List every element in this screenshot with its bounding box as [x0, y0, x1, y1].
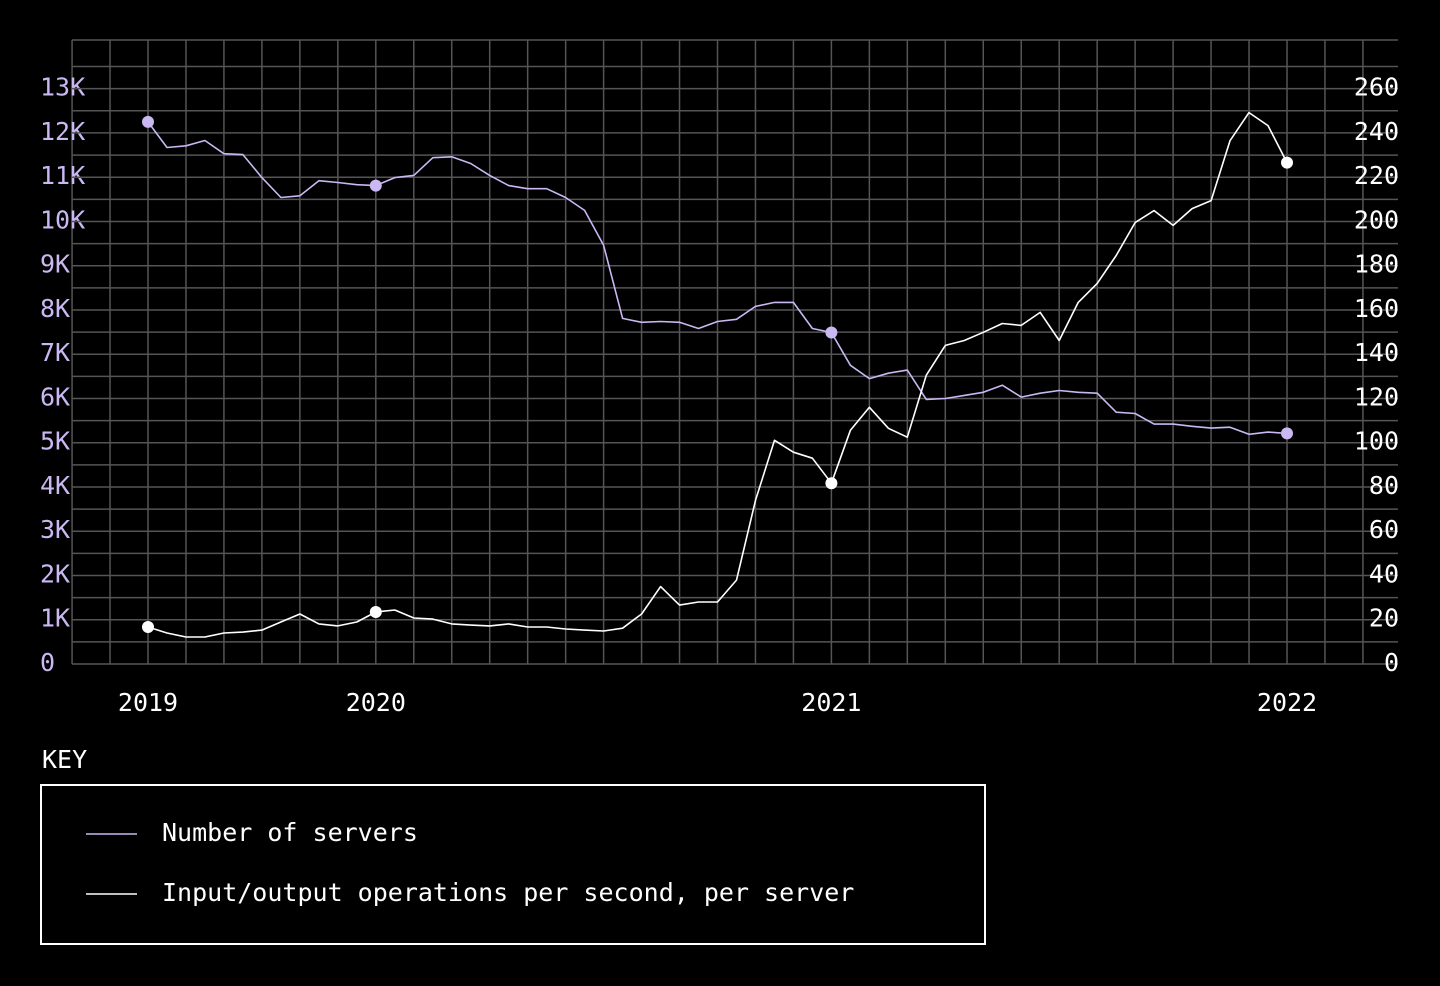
point-marker	[1281, 427, 1293, 440]
x-tick-label: 2019	[118, 688, 178, 717]
point-marker	[142, 115, 154, 128]
y-tick-label: 10K	[40, 205, 85, 234]
y-tick-label: 12K	[40, 117, 85, 146]
y-tick-label: 4K	[40, 471, 70, 500]
series-line	[147, 121, 1288, 436]
y2-tick-label: 160	[1354, 294, 1399, 323]
y2-tick-label: 40	[1369, 559, 1399, 588]
y2-tick-label: 0	[1384, 648, 1399, 677]
grid: 0 1K 2K 3K 4K 5K 6K 7K 8K 9K 10K 11K 12K 13K 0 20 40 60 80…	[40, 39, 1399, 717]
y2-tick-label: 180	[1354, 250, 1399, 279]
y-tick-label: 13K	[40, 73, 85, 102]
y2-tick-label: 120	[1354, 382, 1399, 411]
y-tick-label: 0	[40, 648, 55, 677]
y2-tick-label: 220	[1354, 161, 1399, 190]
y-tick-label: 3K	[40, 515, 70, 544]
point-marker	[825, 326, 838, 339]
point-marker	[825, 477, 838, 490]
legend-label: Number of servers	[162, 818, 418, 847]
series-line	[147, 111, 1288, 638]
y-tick-label: 7K	[40, 338, 70, 367]
y2-tick-label: 80	[1369, 471, 1399, 500]
legend-title: KEY	[42, 745, 87, 774]
y-tick-label: 9K	[40, 250, 70, 279]
x-tick-label: 2021	[801, 688, 861, 717]
y-tick-label: 6K	[40, 382, 70, 411]
y2-tick-label: 240	[1354, 117, 1399, 146]
y2-tick-label: 200	[1354, 205, 1399, 234]
point-marker	[142, 621, 154, 634]
y-tick-label: 8K	[40, 294, 70, 323]
y-tick-label: 2K	[40, 559, 70, 588]
legend-label: Input/output operations per second, per …	[162, 878, 854, 907]
x-tick-label: 2020	[346, 688, 406, 717]
point-marker	[369, 179, 382, 192]
y-tick-label: 11K	[40, 161, 85, 190]
y2-tick-label: 20	[1369, 604, 1399, 633]
y-tick-label: 5K	[40, 427, 70, 456]
plot	[142, 111, 1293, 638]
y2-tick-label: 260	[1354, 73, 1399, 102]
y2-tick-label: 140	[1354, 338, 1399, 367]
point-marker	[1281, 156, 1293, 169]
point-marker	[369, 606, 382, 618]
legend-box	[40, 784, 986, 945]
x-tick-label: 2022	[1257, 688, 1317, 717]
y2-tick-label: 60	[1369, 515, 1399, 544]
y-tick-label: 1K	[40, 604, 70, 633]
y2-tick-label: 100	[1354, 427, 1399, 456]
